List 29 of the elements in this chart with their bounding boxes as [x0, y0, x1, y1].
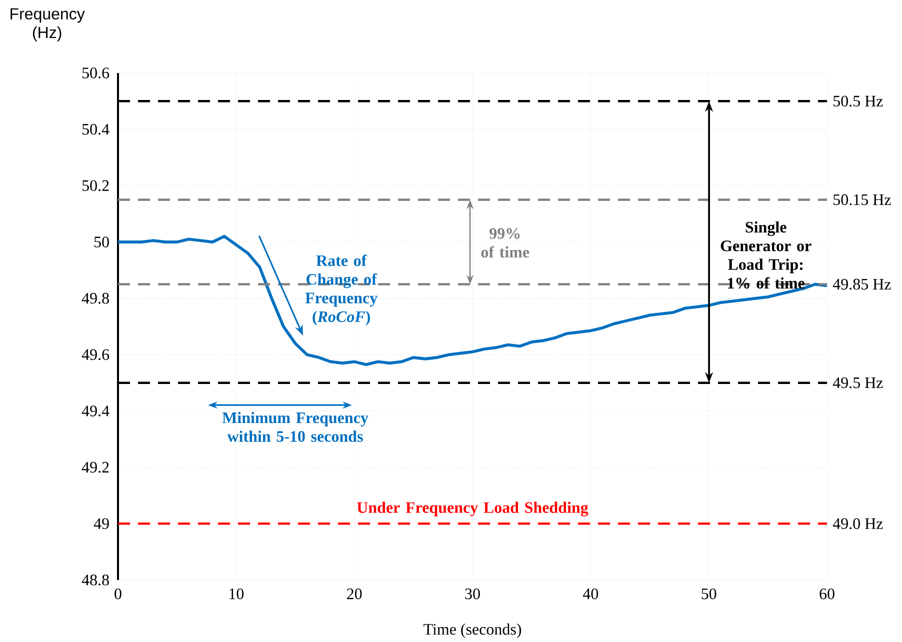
annotation: 99% of time [481, 228, 530, 258]
annotation: Under Frequency Load Shedding [357, 502, 588, 516]
ref-line-label: 49.0 Hz [832, 518, 883, 530]
x-tick-label: 50 [702, 588, 716, 600]
x-tick-label: 40 [582, 588, 598, 600]
x-tick-label: 0 [114, 588, 122, 600]
y-tick-label: 49.4 [82, 406, 110, 416]
y-tick-label: 50.4 [82, 124, 110, 135]
annotation: Rate of Change of Frequency (RoCoF) [305, 254, 378, 326]
x-tick-label: 10 [230, 588, 244, 600]
ref-line-label: 49.85 Hz [832, 278, 891, 290]
y-tick-label: 49 [94, 518, 109, 530]
y-tick-label: 50 [94, 236, 109, 248]
annotation: Minimum Frequency within 5-10 seconds [222, 412, 368, 442]
y-axis-title: Frequency (Hz) [10, 8, 85, 42]
x-tick-label: 60 [820, 588, 834, 600]
x-tick-label: 30 [465, 588, 480, 600]
ref-line-label: 50.15 Hz [834, 194, 891, 206]
y-tick-label: 49.6 [82, 349, 110, 360]
y-tick-label: 50.2 [82, 180, 109, 192]
y-tick-label: 50.6 [82, 68, 110, 78]
ref-line-label: 49.5 Hz [832, 377, 883, 388]
y-tick-label: 48.8 [82, 574, 109, 586]
annotation: Single Generator or Load Trip: 1% of time [720, 221, 812, 289]
x-tick-label: 20 [347, 588, 362, 600]
x-axis-title: Time (seconds) [424, 623, 522, 638]
ref-line-label: 50.5 Hz [834, 96, 883, 107]
y-tick-label: 49.8 [82, 292, 109, 304]
y-tick-label: 49.2 [82, 462, 109, 473]
